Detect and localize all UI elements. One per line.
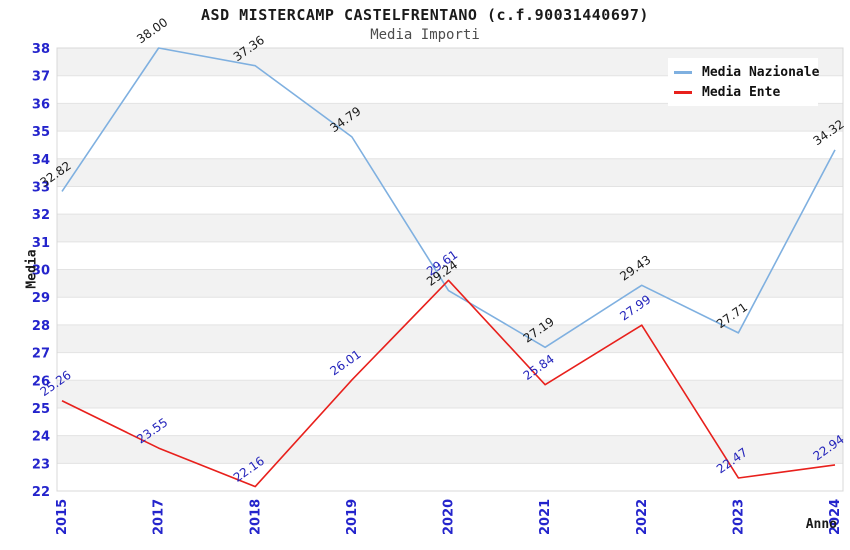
- plot-border: [56, 47, 844, 492]
- svg-text:36: 36: [32, 97, 50, 112]
- svg-text:37: 37: [32, 70, 50, 85]
- svg-text:31: 31: [32, 236, 50, 251]
- svg-text:29: 29: [32, 291, 50, 306]
- svg-text:34: 34: [32, 153, 50, 168]
- svg-text:26: 26: [32, 374, 50, 389]
- series-line-media-ente: [61, 279, 836, 488]
- svg-text:22: 22: [32, 485, 50, 500]
- svg-text:2017: 2017: [152, 499, 167, 535]
- legend-item-media-ente[interactable]: Media Ente: [674, 82, 818, 102]
- series-line-media-nazionale: [61, 47, 836, 349]
- svg-text:32: 32: [32, 208, 50, 223]
- plot-bands: [57, 48, 843, 491]
- chart-title: ASD MISTERCAMP CASTELFRENTANO (c.f.90031…: [201, 6, 649, 24]
- svg-text:38: 38: [32, 42, 50, 57]
- legend-label-media-ente: Media Ente: [702, 84, 781, 100]
- svg-text:27: 27: [32, 347, 50, 362]
- svg-text:2022: 2022: [635, 499, 650, 535]
- svg-text:2019: 2019: [345, 499, 360, 535]
- svg-text:2023: 2023: [731, 499, 746, 535]
- svg-text:24: 24: [32, 430, 50, 445]
- svg-text:25: 25: [32, 402, 50, 417]
- legend-item-media-nazionale[interactable]: Media Nazionale: [674, 62, 820, 82]
- legend: Media Nazionale Media Ente: [668, 58, 820, 106]
- svg-text:2024: 2024: [828, 499, 843, 535]
- svg-text:2021: 2021: [538, 499, 553, 535]
- line-swatch-icon: [674, 70, 692, 74]
- svg-text:23: 23: [32, 457, 50, 472]
- svg-text:35: 35: [32, 125, 50, 140]
- x-tick-labels: 2015 2017 2018 2019 2020 2021 2022 2023 2024: [55, 499, 843, 535]
- x-axis-title: Anno: [805, 517, 837, 532]
- svg-text:2018: 2018: [248, 499, 263, 535]
- chart-subtitle: Media Importi: [370, 27, 480, 43]
- y-tick-labels: 22 23 24 25 26 27 28 29 30 31 32 33 34 35 36 37 38: [32, 42, 50, 500]
- line-swatch-icon: [674, 90, 692, 94]
- svg-text:28: 28: [32, 319, 50, 334]
- svg-text:33: 33: [32, 180, 50, 195]
- svg-text:2020: 2020: [442, 499, 457, 535]
- y-axis-title: Media: [24, 249, 40, 289]
- svg-text:2015: 2015: [55, 499, 70, 535]
- legend-label-media-nazionale: Media Nazionale: [702, 64, 820, 80]
- svg-text:30: 30: [32, 264, 50, 279]
- svg-text:38.00: 38.00: [134, 15, 170, 46]
